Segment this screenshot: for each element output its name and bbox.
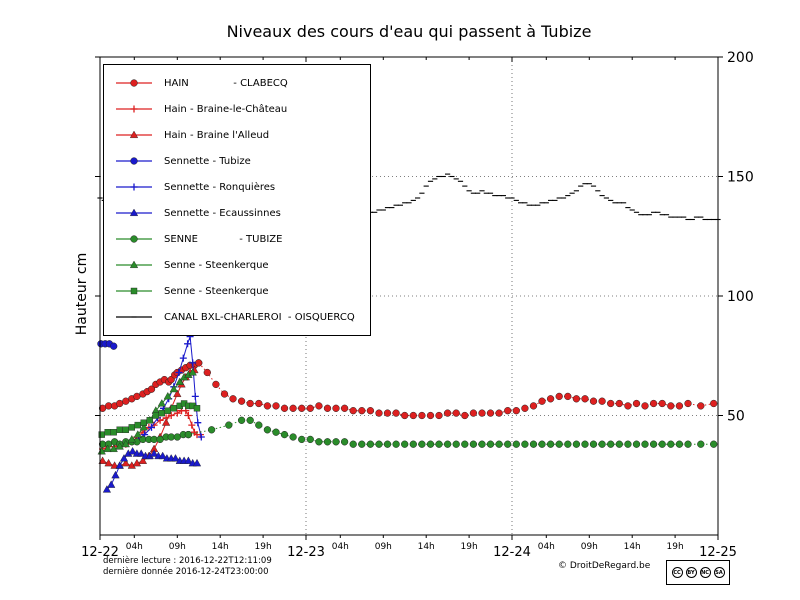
x-tick-label: 19h xyxy=(461,542,478,552)
legend-label: Senne - Steenkerque xyxy=(164,285,269,297)
x-tick-label: 09h xyxy=(375,542,392,552)
legend-label: Sennette - Tubize xyxy=(164,155,251,167)
cc-nc-icon: NC xyxy=(699,567,711,578)
legend-label: Sennette - Ronquières xyxy=(164,181,276,193)
y-tick-label: 200 xyxy=(727,50,754,66)
x-tick-label: 09h xyxy=(581,542,598,552)
legend-item: Senne - Steenkerque xyxy=(104,278,370,304)
legend-marker-icon xyxy=(116,130,152,138)
legend-marker-icon xyxy=(116,157,152,165)
legend-marker-icon xyxy=(116,208,152,216)
x-tick-label: 12-23 xyxy=(287,545,325,560)
legend-item: Hain - Braine l'Alleud xyxy=(104,122,370,148)
legend-label: CANAL BXL-CHARLEROI - OISQUERCQ xyxy=(164,311,355,323)
legend-label: Sennette - Ecaussinnes xyxy=(164,207,281,219)
x-tick-label: 19h xyxy=(255,542,272,552)
footer-last-data: dernière donnée 2016-12-24T23:00:00 xyxy=(103,567,269,577)
x-tick-label: 12-22 xyxy=(81,545,119,560)
cc-sa-icon: SA xyxy=(713,567,725,578)
footer-status: dernière lecture : 2016-12-22T12:11:09 d… xyxy=(103,556,272,578)
legend-item: Hain - Braine-le-Château xyxy=(104,96,370,122)
legend-label: Hain - Braine-le-Château xyxy=(164,103,288,115)
chart-title: Niveaux des cours d'eau qui passent à Tu… xyxy=(226,22,592,41)
legend-marker-icon xyxy=(116,183,152,191)
legend-item: Sennette - Ecaussinnes xyxy=(104,200,370,226)
legend-label: Senne - Steenkerque xyxy=(164,259,269,271)
cc-by-icon: BY xyxy=(685,567,697,578)
legend-item: CANAL BXL-CHARLEROI - OISQUERCQ xyxy=(104,304,370,330)
x-tick-label: 09h xyxy=(169,542,186,552)
x-tick-label: 19h xyxy=(667,542,684,552)
legend-label: HAIN - CLABECQ xyxy=(164,77,288,89)
legend-item: HAIN - CLABECQ xyxy=(104,70,370,96)
footer-last-reading: dernière lecture : 2016-12-22T12:11:09 xyxy=(103,556,272,566)
x-tick-label: 12-24 xyxy=(493,545,531,560)
legend-item: Senne - Steenkerque xyxy=(104,252,370,278)
x-tick-label: 04h xyxy=(126,542,143,552)
y-tick-label: 100 xyxy=(727,289,754,305)
x-tick-label: 12-25 xyxy=(699,545,737,560)
y-tick-label: 50 xyxy=(727,409,745,425)
legend-marker-icon xyxy=(116,105,152,113)
cc-license-badge[interactable]: CC BY NC SA xyxy=(666,560,730,585)
cc-icon: CC xyxy=(671,567,683,578)
legend-marker-icon xyxy=(116,287,152,295)
legend: HAIN - CLABECQ Hain - Braine-le-Château Ha… xyxy=(103,64,371,336)
legend-item: SENNE - TUBIZE xyxy=(104,226,370,252)
legend-marker-icon xyxy=(116,316,152,318)
y-tick-label: 150 xyxy=(727,170,754,186)
legend-marker-icon xyxy=(116,235,152,243)
legend-marker-icon xyxy=(116,79,152,87)
legend-marker-icon xyxy=(116,260,152,268)
legend-label: SENNE - TUBIZE xyxy=(164,233,283,245)
copyright: © DroitDeRegard.be xyxy=(558,561,651,571)
legend-item: Sennette - Tubize xyxy=(104,148,370,174)
x-tick-label: 04h xyxy=(538,542,555,552)
x-tick-label: 14h xyxy=(212,542,229,552)
x-tick-label: 14h xyxy=(624,542,641,552)
x-tick-label: 04h xyxy=(332,542,349,552)
cc-badge-icons: CC BY NC SA xyxy=(671,567,725,578)
legend-item: Sennette - Ronquières xyxy=(104,174,370,200)
x-tick-label: 14h xyxy=(418,542,435,552)
legend-label: Hain - Braine l'Alleud xyxy=(164,129,270,141)
y-axis-label: Hauteur cm xyxy=(74,252,90,336)
